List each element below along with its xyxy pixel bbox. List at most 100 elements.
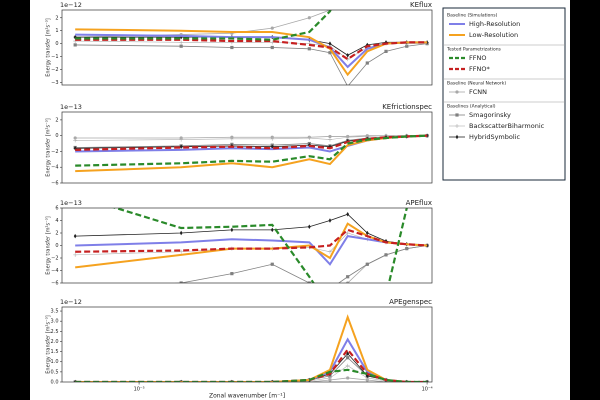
marker xyxy=(365,262,369,266)
marker xyxy=(73,136,77,140)
y-tick-label: 0.5 xyxy=(51,369,59,375)
legend-label: Low-Resolution xyxy=(469,31,518,39)
marker xyxy=(307,136,312,141)
marker xyxy=(346,356,350,360)
axes-frame xyxy=(61,306,433,383)
series-line xyxy=(75,134,428,167)
marker xyxy=(345,135,350,140)
marker xyxy=(328,41,332,46)
plot-area xyxy=(73,208,430,283)
axes-frame xyxy=(61,111,433,184)
marker xyxy=(328,134,332,139)
axes-frame xyxy=(61,207,433,284)
plot-area xyxy=(73,133,430,173)
x-tick-label: 10⁻⁵ xyxy=(134,387,145,393)
marker xyxy=(179,249,184,254)
legend-label: High-Resolution xyxy=(469,20,520,28)
marker xyxy=(365,61,369,65)
marker xyxy=(179,137,184,142)
marker xyxy=(179,281,183,283)
marker xyxy=(73,252,78,257)
legend-marker xyxy=(455,124,459,128)
y-tick-label: 2 xyxy=(55,15,58,21)
y-offset: 1e−13 xyxy=(60,199,82,207)
panel-title: KEfrictionspec xyxy=(382,103,432,111)
marker xyxy=(346,376,350,380)
marker xyxy=(327,375,332,380)
legend-group-title: Baseline (Simulations) xyxy=(447,13,498,19)
marker xyxy=(328,144,332,149)
y-tick-label: 2.5 xyxy=(51,329,59,335)
y-tick-label: 0 xyxy=(55,133,58,139)
legend-group-title: Tested Parametrizations xyxy=(446,47,502,53)
marker xyxy=(328,218,332,223)
marker xyxy=(307,281,311,283)
marker xyxy=(365,378,369,382)
marker xyxy=(179,230,183,236)
marker xyxy=(384,253,388,257)
marker xyxy=(327,137,332,142)
marker xyxy=(328,51,332,55)
marker xyxy=(270,227,274,233)
marker xyxy=(307,16,311,20)
series-line xyxy=(174,245,428,283)
panel-title: APEgenspec xyxy=(389,298,432,306)
y-tick-label: −4 xyxy=(51,165,58,171)
y-tick-label: 4 xyxy=(55,218,58,224)
y-tick-label: −6 xyxy=(51,181,58,187)
series-line xyxy=(75,228,428,253)
marker xyxy=(270,40,275,45)
marker xyxy=(328,378,332,382)
plot-area xyxy=(73,314,430,382)
y-axis-label: Energy transfer [m²s⁻³] xyxy=(46,315,52,374)
marker xyxy=(307,224,311,229)
legend-label: FFNO* xyxy=(469,65,490,73)
marker xyxy=(346,53,350,58)
marker xyxy=(307,47,311,51)
series-line xyxy=(112,208,409,283)
marker xyxy=(270,262,274,266)
y-offset: 1e−13 xyxy=(60,103,82,111)
y-tick-label: 0 xyxy=(55,243,58,249)
y-offset: 1e−12 xyxy=(60,298,82,306)
series-line xyxy=(75,38,428,61)
y-tick-label: 3.5 xyxy=(51,309,59,315)
legend-label: BackscatterBiharmonic xyxy=(469,122,545,130)
y-tick-label: 2 xyxy=(55,231,58,237)
marker xyxy=(73,39,78,44)
marker xyxy=(405,44,409,48)
marker xyxy=(346,351,350,356)
y-tick-label: −2 xyxy=(51,149,58,155)
marker xyxy=(73,43,77,47)
y-tick-label: 6 xyxy=(55,206,58,212)
y-tick-label: 0.0 xyxy=(51,380,59,386)
marker xyxy=(230,227,234,233)
legend-label: FCNN xyxy=(469,88,487,96)
legend-group-title: Baseline (Neural Network) xyxy=(447,81,506,87)
legend-label: FFNO xyxy=(469,54,486,62)
y-tick-label: 0 xyxy=(55,41,58,47)
marker xyxy=(229,136,234,141)
legend-group-title: Baselines (Analytical) xyxy=(447,104,496,110)
y-tick-label: −3 xyxy=(51,80,58,86)
marker xyxy=(384,49,388,53)
marker xyxy=(73,138,78,143)
y-axis-label: Energy transfer [m²s⁻³] xyxy=(46,216,52,275)
marker xyxy=(346,275,350,279)
legend-box xyxy=(442,7,566,181)
y-tick-label: −4 xyxy=(51,268,58,274)
y-tick-label: 1.5 xyxy=(51,349,59,355)
legend-label: HybridSymbolic xyxy=(469,133,520,141)
x-axis-label: Zonal wavenumber [m⁻¹] xyxy=(209,393,285,400)
marker xyxy=(346,212,350,217)
marker xyxy=(327,249,332,254)
x-tick-label: 10⁻⁴ xyxy=(422,387,433,393)
plot-area xyxy=(73,10,430,85)
marker xyxy=(365,230,369,236)
y-axis-label: Energy transfer [m²s⁻³] xyxy=(46,18,52,77)
legend-marker xyxy=(455,134,459,140)
marker xyxy=(405,247,409,251)
marker xyxy=(270,45,274,50)
